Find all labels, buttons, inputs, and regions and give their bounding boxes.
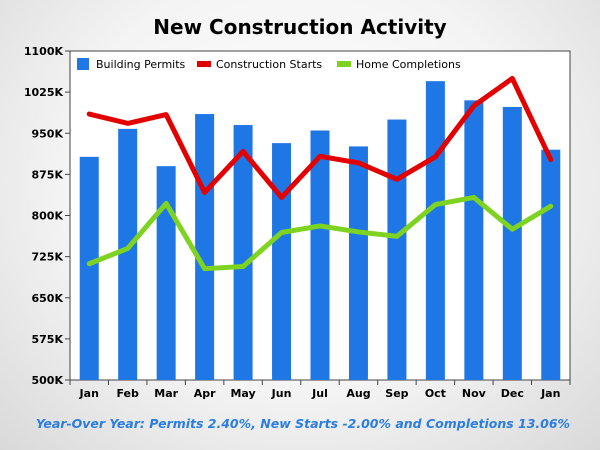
permits-bar-9	[387, 119, 407, 381]
x-tick-label: Mar	[154, 387, 178, 400]
permits-bar-7	[310, 130, 330, 380]
x-tick-label: Jul	[311, 387, 328, 400]
x-tick-label: Sep	[385, 387, 408, 400]
x-tick-label: Apr	[194, 387, 216, 400]
legend-swatch-line	[197, 61, 211, 67]
x-tick-label: Nov	[462, 387, 487, 400]
x-tick-label: Feb	[116, 387, 139, 400]
x-tick-label: Dec	[501, 387, 524, 400]
y-tick-label: 1100K	[24, 45, 64, 58]
chart-title: New Construction Activity	[153, 15, 446, 39]
x-tick-label: Oct	[425, 387, 446, 400]
bars-layer	[79, 81, 561, 381]
y-tick-label: 950K	[32, 127, 64, 140]
y-tick-label: 650K	[32, 292, 64, 305]
permits-bar-12	[502, 106, 522, 381]
legend: Building Permits Construction Starts Home …	[77, 58, 461, 71]
y-tick-label: 875K	[32, 168, 64, 181]
permits-bar-6	[272, 143, 292, 380]
legend-label: Building Permits	[96, 58, 186, 71]
legend-label: Home Completions	[356, 58, 461, 71]
y-tick-label: 1025K	[24, 86, 64, 99]
permits-bar-11	[464, 100, 484, 380]
permits-bar-5	[233, 125, 253, 381]
permits-bar-13	[541, 149, 561, 380]
legend-swatch-line	[337, 61, 351, 67]
legend-swatch-bar	[77, 58, 89, 70]
x-tick-label: Aug	[346, 387, 370, 400]
x-tick-label: Jun	[271, 387, 292, 400]
axes-layer: 500K 575K 650K 725K 800K 875K 950K 1025K 1100K Ja…	[24, 45, 571, 400]
y-tick-label: 500K	[32, 374, 64, 387]
permits-bar-4	[195, 114, 215, 380]
x-tick-label: Jan	[540, 387, 560, 400]
permits-bar-8	[348, 146, 368, 380]
chart-footnote: Year-Over Year: Permits 2.40%, New Start…	[36, 416, 570, 431]
y-tick-label: 800K	[32, 210, 64, 223]
y-tick-label: 725K	[32, 251, 64, 264]
legend-label: Construction Starts	[216, 58, 322, 71]
permits-bar-2	[118, 128, 138, 380]
permits-bar-10	[425, 81, 445, 381]
permits-bar-1	[79, 156, 99, 380]
y-tick-label: 575K	[32, 333, 64, 346]
x-tick-label: May	[230, 387, 255, 400]
lines-layer	[86, 75, 554, 272]
home-completions-line	[86, 194, 554, 272]
x-tick-label: Jan	[79, 387, 99, 400]
permits-bar-3	[156, 166, 176, 380]
construction-starts-line	[86, 75, 554, 200]
